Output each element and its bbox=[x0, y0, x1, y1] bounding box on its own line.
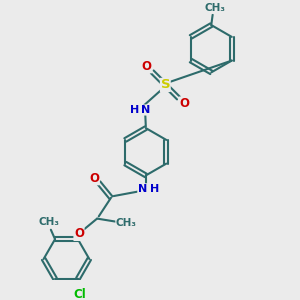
Text: CH₃: CH₃ bbox=[205, 3, 226, 14]
Text: H: H bbox=[150, 184, 159, 194]
Text: Cl: Cl bbox=[73, 288, 85, 300]
Text: O: O bbox=[142, 60, 152, 73]
Text: O: O bbox=[89, 172, 99, 185]
Text: CH₃: CH₃ bbox=[39, 218, 60, 227]
Text: O: O bbox=[179, 97, 189, 110]
Text: H: H bbox=[130, 105, 139, 115]
Text: N: N bbox=[138, 184, 147, 194]
Text: N: N bbox=[141, 105, 150, 115]
Text: S: S bbox=[160, 78, 170, 92]
Text: O: O bbox=[74, 227, 84, 240]
Text: CH₃: CH₃ bbox=[116, 218, 137, 228]
